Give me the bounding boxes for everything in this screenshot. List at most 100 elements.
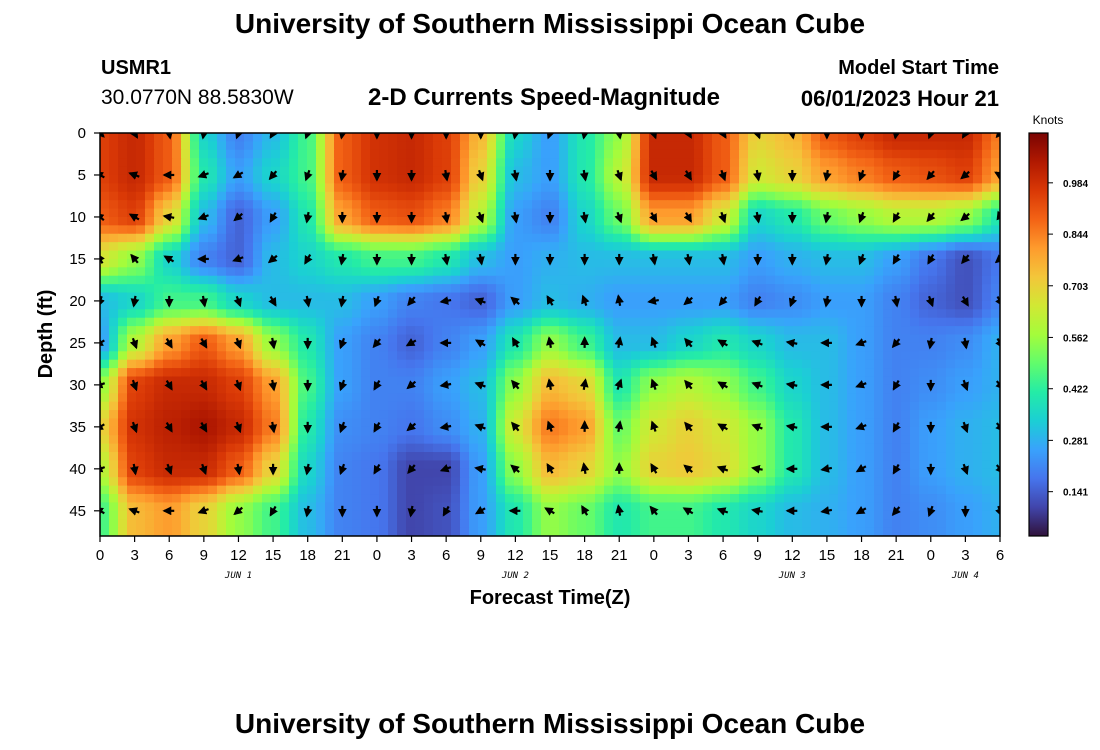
heat-cell xyxy=(154,242,164,252)
heat-cell xyxy=(874,309,884,319)
heat-cell xyxy=(694,183,704,193)
heat-cell xyxy=(433,359,443,369)
heat-cell xyxy=(910,183,920,193)
heat-cell xyxy=(874,141,884,151)
heat-cell xyxy=(739,334,749,344)
heat-cell xyxy=(694,426,704,436)
heat-cell xyxy=(334,519,344,529)
heat-cell xyxy=(775,485,785,495)
heat-cell xyxy=(676,342,686,352)
heat-cell xyxy=(316,418,326,428)
heat-cell xyxy=(541,435,551,445)
heat-cell xyxy=(334,384,344,394)
heat-cell xyxy=(991,527,1000,536)
heat-cell xyxy=(154,258,164,268)
heat-cell xyxy=(604,519,614,529)
heat-cell xyxy=(532,443,542,453)
heat-cell xyxy=(334,166,344,176)
heat-cell xyxy=(127,460,137,470)
heat-cell xyxy=(316,233,326,243)
heat-cell xyxy=(235,351,245,361)
heat-cell xyxy=(271,527,281,536)
heat-cell xyxy=(163,300,173,310)
heat-cell xyxy=(694,292,704,302)
heat-cell xyxy=(928,426,938,436)
heat-cell xyxy=(712,292,722,302)
heat-cell xyxy=(964,334,974,344)
heat-cell xyxy=(604,351,614,361)
current-arrow xyxy=(100,295,105,308)
heat-cell xyxy=(154,502,164,512)
heat-cell xyxy=(910,418,920,428)
heat-cell xyxy=(577,208,587,218)
heat-cell xyxy=(946,452,956,462)
heat-cell xyxy=(514,502,524,512)
heat-cell xyxy=(928,149,938,159)
heat-cell xyxy=(586,141,596,151)
heat-cell xyxy=(757,216,767,226)
heat-cell xyxy=(613,267,623,277)
heat-cell xyxy=(469,468,479,478)
heat-cell xyxy=(757,452,767,462)
heat-cell xyxy=(316,460,326,470)
heat-cell xyxy=(235,410,245,420)
heat-cell xyxy=(559,527,569,536)
heat-cell xyxy=(325,191,335,201)
heat-cell xyxy=(928,368,938,378)
heat-cell xyxy=(397,317,407,327)
heat-cell xyxy=(424,284,434,294)
heat-cell xyxy=(811,418,821,428)
heat-cell xyxy=(199,401,209,411)
heat-cell xyxy=(262,300,272,310)
heat-cell xyxy=(514,200,524,210)
heat-cell xyxy=(154,435,164,445)
heat-cell xyxy=(271,452,281,462)
heat-cell xyxy=(379,149,389,159)
heat-cell xyxy=(739,376,749,386)
heat-cell xyxy=(442,317,452,327)
heat-cell xyxy=(307,158,317,168)
heat-cell xyxy=(919,300,929,310)
heat-cell xyxy=(361,334,371,344)
heat-cell xyxy=(532,309,542,319)
heat-cell xyxy=(361,284,371,294)
heat-cell xyxy=(955,242,965,252)
heat-cell xyxy=(694,468,704,478)
heat-cell xyxy=(964,452,974,462)
heat-cell xyxy=(775,527,785,536)
heat-cell xyxy=(523,334,533,344)
heat-cell xyxy=(991,284,1000,294)
heat-cell xyxy=(775,208,785,218)
heat-cell xyxy=(829,452,839,462)
heat-cell xyxy=(145,326,155,336)
heat-cell xyxy=(163,133,173,142)
heat-cell xyxy=(361,149,371,159)
heat-cell xyxy=(343,510,353,520)
heat-cell xyxy=(865,426,875,436)
heat-cell xyxy=(703,519,713,529)
heat-cell xyxy=(424,510,434,520)
heat-cell xyxy=(487,133,497,142)
heat-cell xyxy=(649,141,659,151)
heat-cell xyxy=(325,292,335,302)
heat-cell xyxy=(712,242,722,252)
heat-cell xyxy=(838,242,848,252)
heat-cell xyxy=(568,158,578,168)
heat-cell xyxy=(595,460,605,470)
heat-cell xyxy=(280,141,290,151)
heat-cell xyxy=(685,317,695,327)
heat-cell xyxy=(676,242,686,252)
heat-cell xyxy=(325,250,335,260)
heat-cell xyxy=(955,250,965,260)
heat-cell xyxy=(712,309,722,319)
heat-cell xyxy=(469,359,479,369)
heat-cell xyxy=(289,359,299,369)
heat-cell xyxy=(622,468,632,478)
heat-cell xyxy=(883,242,893,252)
heat-cell xyxy=(469,267,479,277)
heat-cell xyxy=(919,309,929,319)
heat-cell xyxy=(118,225,128,235)
heat-cell xyxy=(253,149,263,159)
heat-cell xyxy=(811,183,821,193)
heat-cell xyxy=(415,368,425,378)
